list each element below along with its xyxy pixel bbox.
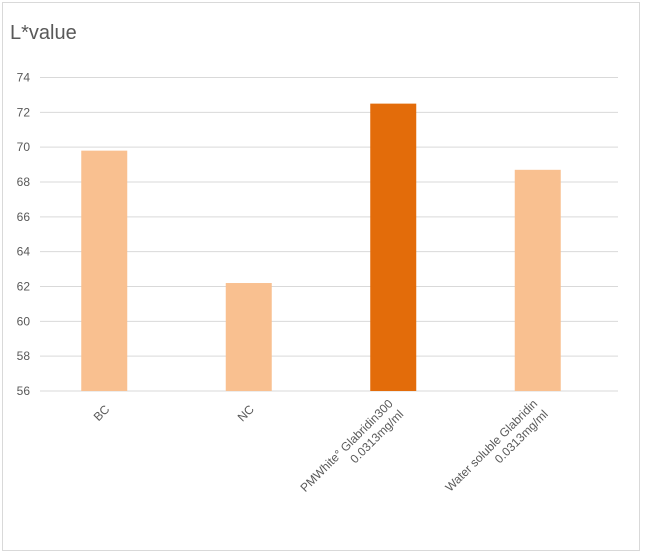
bars xyxy=(81,103,561,391)
x-tick-label: BC xyxy=(91,402,113,424)
bar xyxy=(225,283,272,391)
bar xyxy=(81,150,128,391)
y-tick-label: 64 xyxy=(17,245,31,259)
x-tick-label: NC xyxy=(235,402,257,424)
y-tick-label: 74 xyxy=(17,71,31,85)
y-axis-ticks: 56 58 60 62 64 66 68 70 72 74 xyxy=(17,71,31,399)
x-tick-label-line: BC xyxy=(91,402,113,424)
y-tick-label: 70 xyxy=(17,140,31,154)
y-tick-label: 72 xyxy=(17,105,31,119)
bar xyxy=(514,169,561,391)
y-tick-label: 56 xyxy=(17,384,31,398)
chart-title: L*value xyxy=(10,22,77,44)
x-axis-labels: BC NC PMWhite° Glabridin3000.0313mg/ml Wate… xyxy=(91,396,551,505)
x-tick-label: PMWhite° Glabridin3000.0313mg/ml xyxy=(298,396,407,505)
y-tick-label: 58 xyxy=(17,349,31,363)
y-tick-label: 60 xyxy=(17,314,31,328)
y-tick-label: 66 xyxy=(17,210,31,224)
x-tick-label-line: Water soluble Glabridin xyxy=(442,397,540,495)
x-tick-label-line: PMWhite° Glabridin300 xyxy=(298,396,396,494)
bar xyxy=(370,103,417,391)
x-tick-label: Water soluble Glabridin0.0313mg/ml xyxy=(442,397,550,505)
y-tick-label: 68 xyxy=(17,175,31,189)
y-tick-label: 62 xyxy=(17,280,31,294)
x-tick-label-line: NC xyxy=(235,402,257,424)
